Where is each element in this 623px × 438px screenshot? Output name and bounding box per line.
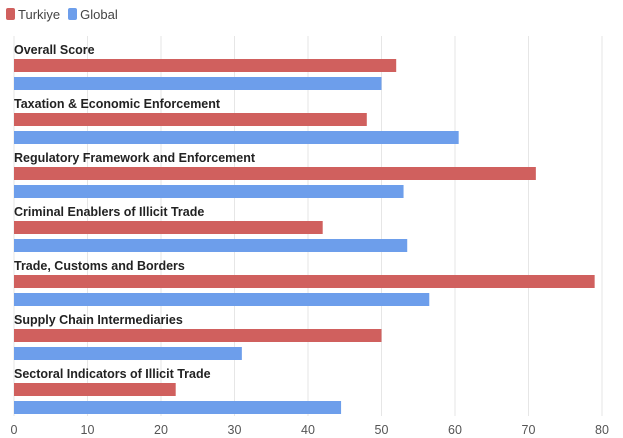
bar-turkiye-regulatory-framework-and-enforcement[interactable] (14, 167, 536, 180)
bar-turkiye-supply-chain-intermediaries[interactable] (14, 329, 382, 342)
legend: Turkiye Global (6, 5, 118, 23)
bar-global-trade-customs-and-borders[interactable] (14, 293, 430, 306)
bar-turkiye-trade-customs-and-borders[interactable] (14, 275, 595, 288)
category-label-taxation-economic-enforcement: Taxation & Economic Enforcement (14, 97, 221, 111)
legend-item-turkiye[interactable]: Turkiye (6, 7, 60, 22)
x-tick-label-30: 30 (228, 423, 242, 437)
bar-global-criminal-enablers-of-illicit-trade[interactable] (14, 239, 408, 252)
bar-global-overall-score[interactable] (14, 77, 382, 90)
bars (14, 59, 595, 414)
bar-turkiye-sectoral-indicators-of-illicit-trade[interactable] (14, 383, 176, 396)
legend-swatch-global (68, 8, 78, 20)
category-label-sectoral-indicators-of-illicit-trade: Sectoral Indicators of Illicit Trade (14, 367, 211, 381)
x-tick-label-0: 0 (11, 423, 18, 437)
x-tick-label-50: 50 (375, 423, 389, 437)
legend-label-global: Global (80, 6, 118, 22)
category-label-overall-score: Overall Score (14, 43, 95, 57)
bar-turkiye-overall-score[interactable] (14, 59, 397, 72)
legend-label-turkiye: Turkiye (18, 6, 61, 22)
bar-global-supply-chain-intermediaries[interactable] (14, 347, 242, 360)
category-label-trade-customs-and-borders: Trade, Customs and Borders (14, 259, 185, 273)
bar-turkiye-taxation-economic-enforcement[interactable] (14, 113, 367, 126)
x-tick-label-10: 10 (81, 423, 95, 437)
bar-global-taxation-economic-enforcement[interactable] (14, 131, 459, 144)
x-axis-ticks: 0 10 20 30 40 50 60 70 80 (11, 423, 609, 437)
category-label-criminal-enablers-of-illicit-trade: Criminal Enablers of Illicit Trade (14, 205, 204, 219)
legend-swatch-turkiye (6, 8, 15, 20)
category-label-supply-chain-intermediaries: Supply Chain Intermediaries (14, 313, 183, 327)
category-labels: Overall Score Taxation & Economic Enforce… (14, 43, 256, 381)
x-tick-label-60: 60 (448, 423, 462, 437)
x-tick-label-40: 40 (301, 423, 315, 437)
bar-global-regulatory-framework-and-enforcement[interactable] (14, 185, 404, 198)
x-tick-label-20: 20 (154, 423, 168, 437)
legend-item-global[interactable]: Global (68, 7, 118, 22)
bar-global-sectoral-indicators-of-illicit-trade[interactable] (14, 401, 342, 414)
x-tick-label-80: 80 (595, 423, 609, 437)
category-label-regulatory-framework-and-enforcement: Regulatory Framework and Enforcement (14, 151, 256, 165)
bar-turkiye-criminal-enablers-of-illicit-trade[interactable] (14, 221, 323, 234)
x-tick-label-70: 70 (522, 423, 536, 437)
